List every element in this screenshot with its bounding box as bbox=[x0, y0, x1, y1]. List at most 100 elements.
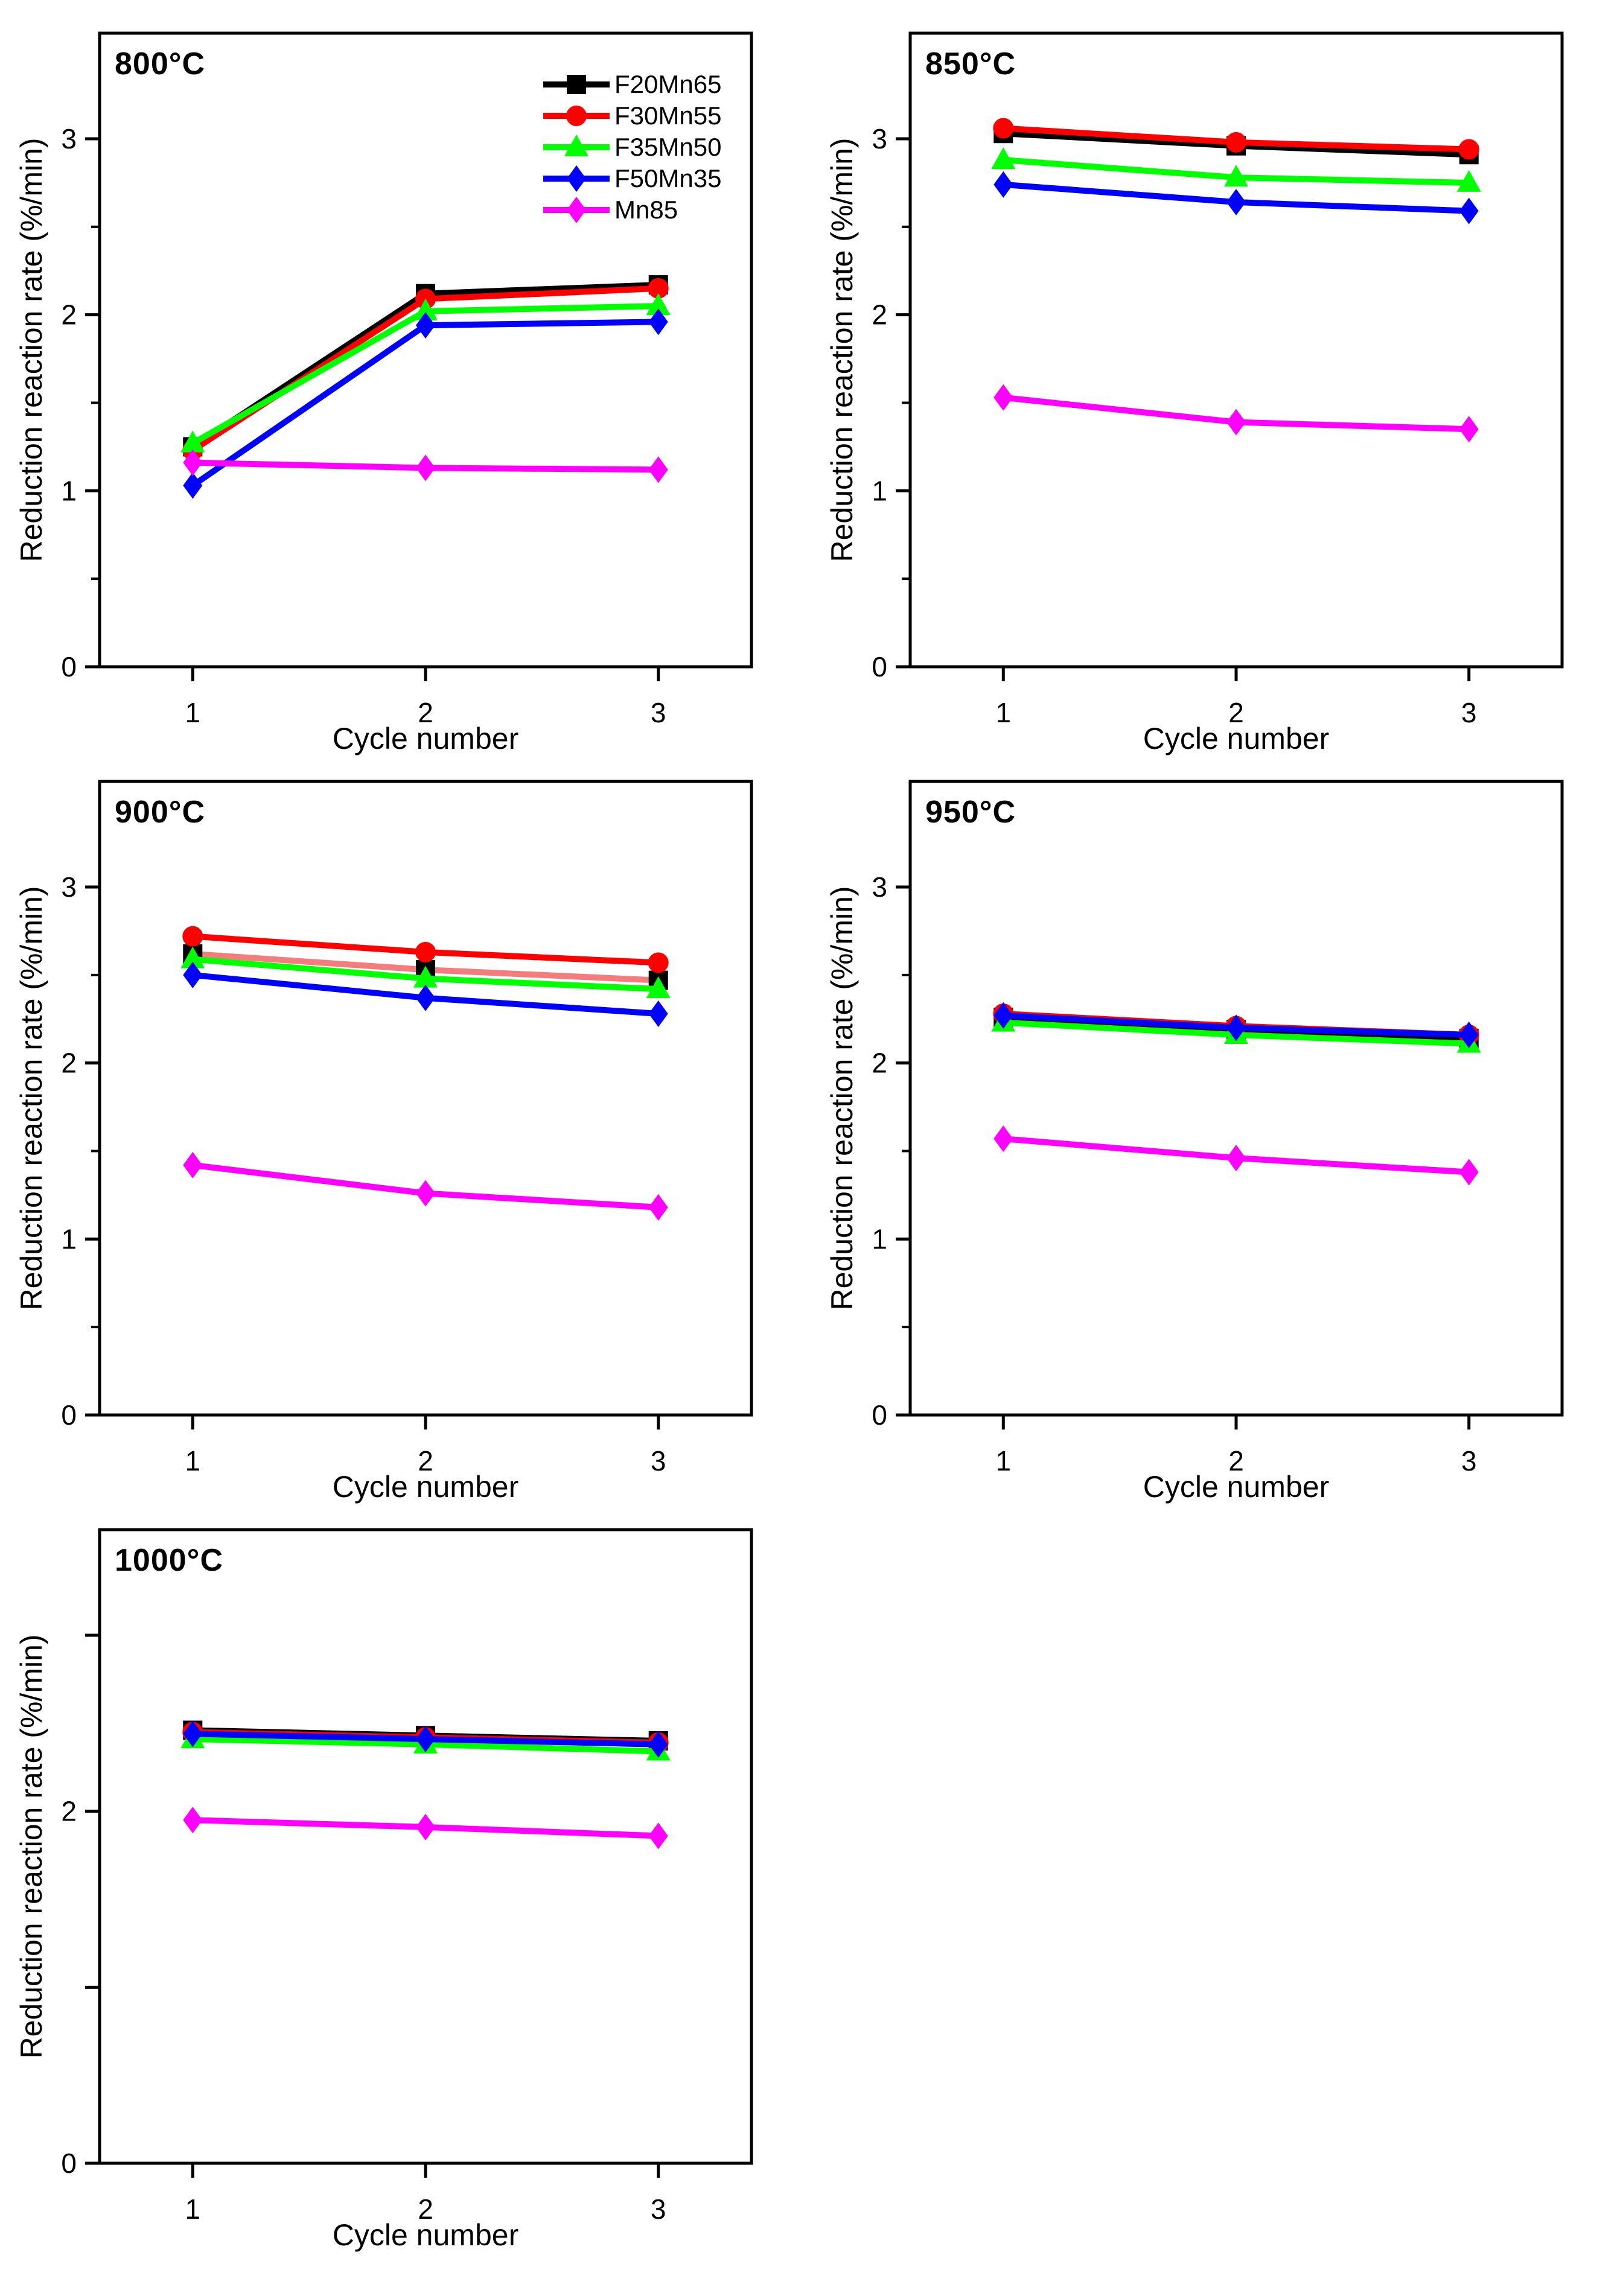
legend-marker-F50Mn35 bbox=[567, 165, 586, 192]
legend-marker-Mn85 bbox=[567, 197, 586, 223]
legend-label-F30Mn55: F30Mn55 bbox=[614, 101, 721, 130]
y-tick-label: 3 bbox=[872, 871, 887, 903]
plot-frame bbox=[908, 780, 1564, 1417]
series-marker-Mn85 bbox=[416, 454, 435, 482]
panel-1000c: 1000°C Reduction reaction rate (%/min) 0… bbox=[0, 1503, 767, 2296]
y-axis-label: Reduction reaction rate (%/min) bbox=[825, 886, 859, 1311]
y-tick-label: 3 bbox=[61, 871, 77, 903]
y-tick-label: 0 bbox=[61, 2148, 77, 2179]
series-marker-F50Mn35 bbox=[648, 1731, 668, 1758]
legend-label-F20Mn65: F20Mn65 bbox=[614, 70, 721, 98]
y-axis-label: Reduction reaction rate (%/min) bbox=[14, 138, 48, 562]
y-tick-label: 0 bbox=[61, 651, 77, 682]
series-marker-F35Mn50 bbox=[180, 946, 205, 968]
series-marker-Mn85 bbox=[1459, 416, 1479, 443]
y-tick-label: 0 bbox=[872, 1399, 887, 1431]
series-marker-F30Mn55 bbox=[1458, 139, 1479, 160]
plot-850c: 0 1 2 3 1 2 3 bbox=[872, 31, 1564, 728]
series-marker-F35Mn50 bbox=[991, 147, 1016, 169]
plot-frame bbox=[908, 31, 1564, 669]
plot-1000c: 0 2 1 2 3 bbox=[61, 1528, 753, 2225]
series-marker-F35Mn50 bbox=[1456, 170, 1481, 192]
y-tick-label: 2 bbox=[61, 1048, 77, 1079]
panel-title-850c: 850°C bbox=[925, 46, 1016, 81]
series-marker-F30Mn55 bbox=[415, 941, 436, 962]
x-axis-label: Cycle number bbox=[332, 2218, 519, 2252]
x-axis-label: Cycle number bbox=[1143, 1470, 1330, 1504]
series-marker-F50Mn35 bbox=[648, 308, 668, 335]
series-marker-F50Mn35 bbox=[416, 1726, 435, 1753]
series-marker-Mn85 bbox=[1226, 1145, 1246, 1172]
x-tick-label: 2 bbox=[418, 1445, 433, 1477]
x-axis-label: Cycle number bbox=[332, 1470, 519, 1504]
series-marker-F50Mn35 bbox=[183, 1720, 203, 1747]
y-tick-label: 2 bbox=[872, 1048, 887, 1079]
series-marker-F30Mn55 bbox=[182, 926, 203, 947]
x-axis-label: Cycle number bbox=[1143, 722, 1330, 755]
series-marker-F35Mn50 bbox=[646, 976, 671, 999]
x-tick-label: 1 bbox=[185, 697, 200, 728]
y-tick-label: 2 bbox=[61, 1796, 77, 1827]
plot-950c: 0 1 2 3 1 2 3 bbox=[872, 780, 1564, 1477]
series-marker-Mn85 bbox=[993, 384, 1013, 411]
series-marker-Mn85 bbox=[183, 449, 203, 476]
x-tick-label: 1 bbox=[185, 2193, 200, 2225]
y-tick-label: 2 bbox=[61, 299, 77, 331]
y-axis-label: Reduction reaction rate (%/min) bbox=[14, 1634, 48, 2059]
series-marker-F30Mn55 bbox=[648, 952, 669, 973]
plot-frame bbox=[98, 1528, 753, 2165]
series-marker-F30Mn55 bbox=[993, 118, 1014, 139]
series-marker-F35Mn50 bbox=[1224, 165, 1248, 187]
panel-title-800c: 800°C bbox=[115, 46, 206, 81]
plot-800c: 0 1 2 3 1 2 3 F20Mn65 F30Mn55 F35Mn50 F50Mn35 Mn85 bbox=[61, 31, 753, 728]
legend-label-F35Mn50: F35Mn50 bbox=[614, 133, 721, 161]
panel-title-900c: 900°C bbox=[115, 795, 206, 830]
x-tick-label: 3 bbox=[1461, 697, 1477, 728]
series-marker-F50Mn35 bbox=[1459, 197, 1479, 224]
series-marker-F35Mn50 bbox=[413, 965, 438, 988]
series-marker-Mn85 bbox=[183, 1807, 203, 1834]
y-tick-label: 1 bbox=[872, 475, 887, 506]
panel-900c: 900°C Reduction reaction rate (%/min) 0 1… bbox=[0, 754, 767, 1548]
legend-label-Mn85: Mn85 bbox=[614, 196, 678, 224]
y-tick-label: 1 bbox=[61, 475, 77, 506]
y-tick-label: 1 bbox=[61, 1223, 77, 1255]
y-tick-label: 1 bbox=[872, 1223, 887, 1255]
series-marker-F35Mn50 bbox=[413, 298, 438, 320]
legend-marker-F30Mn55 bbox=[566, 106, 587, 126]
x-tick-label: 1 bbox=[995, 697, 1011, 728]
x-tick-label: 1 bbox=[995, 1445, 1011, 1477]
x-tick-label: 3 bbox=[651, 2193, 666, 2225]
y-tick-label: 3 bbox=[872, 123, 887, 154]
panel-title-950c: 950°C bbox=[925, 795, 1016, 830]
plot-900c: 0 1 2 3 1 2 3 bbox=[61, 780, 753, 1477]
panel-850c: 850°C Reduction reaction rate (%/min) 0 1… bbox=[811, 6, 1577, 800]
panel-title-1000c: 1000°C bbox=[115, 1543, 224, 1578]
legend-marker-F20Mn65 bbox=[567, 75, 586, 94]
series-marker-F50Mn35 bbox=[183, 472, 203, 499]
series-marker-F50Mn35 bbox=[416, 312, 435, 339]
series-marker-F35Mn50 bbox=[180, 430, 205, 453]
x-tick-label: 3 bbox=[651, 697, 666, 728]
series-marker-F50Mn35 bbox=[1226, 1014, 1246, 1041]
series-marker-F50Mn35 bbox=[993, 171, 1013, 198]
series-marker-Mn85 bbox=[993, 1125, 1013, 1153]
plot-frame bbox=[98, 780, 753, 1417]
y-tick-label: 0 bbox=[872, 651, 887, 682]
series-marker-Mn85 bbox=[416, 1180, 435, 1207]
x-tick-label: 2 bbox=[418, 2193, 433, 2225]
series-marker-F50Mn35 bbox=[993, 1002, 1013, 1029]
y-tick-label: 0 bbox=[61, 1399, 77, 1431]
y-tick-label: 2 bbox=[872, 299, 887, 331]
series-marker-F30Mn55 bbox=[648, 278, 669, 299]
series-marker-F35Mn50 bbox=[646, 293, 671, 316]
series-marker-F50Mn35 bbox=[183, 961, 203, 988]
x-tick-label: 3 bbox=[1461, 1445, 1477, 1477]
x-tick-label: 1 bbox=[185, 1445, 200, 1477]
series-marker-F30Mn55 bbox=[1226, 132, 1246, 153]
series-marker-Mn85 bbox=[648, 456, 668, 483]
series-marker-Mn85 bbox=[648, 1194, 668, 1221]
legend-label-F50Mn35: F50Mn35 bbox=[614, 164, 721, 192]
plot-frame bbox=[98, 31, 753, 669]
series-marker-Mn85 bbox=[1226, 409, 1246, 436]
